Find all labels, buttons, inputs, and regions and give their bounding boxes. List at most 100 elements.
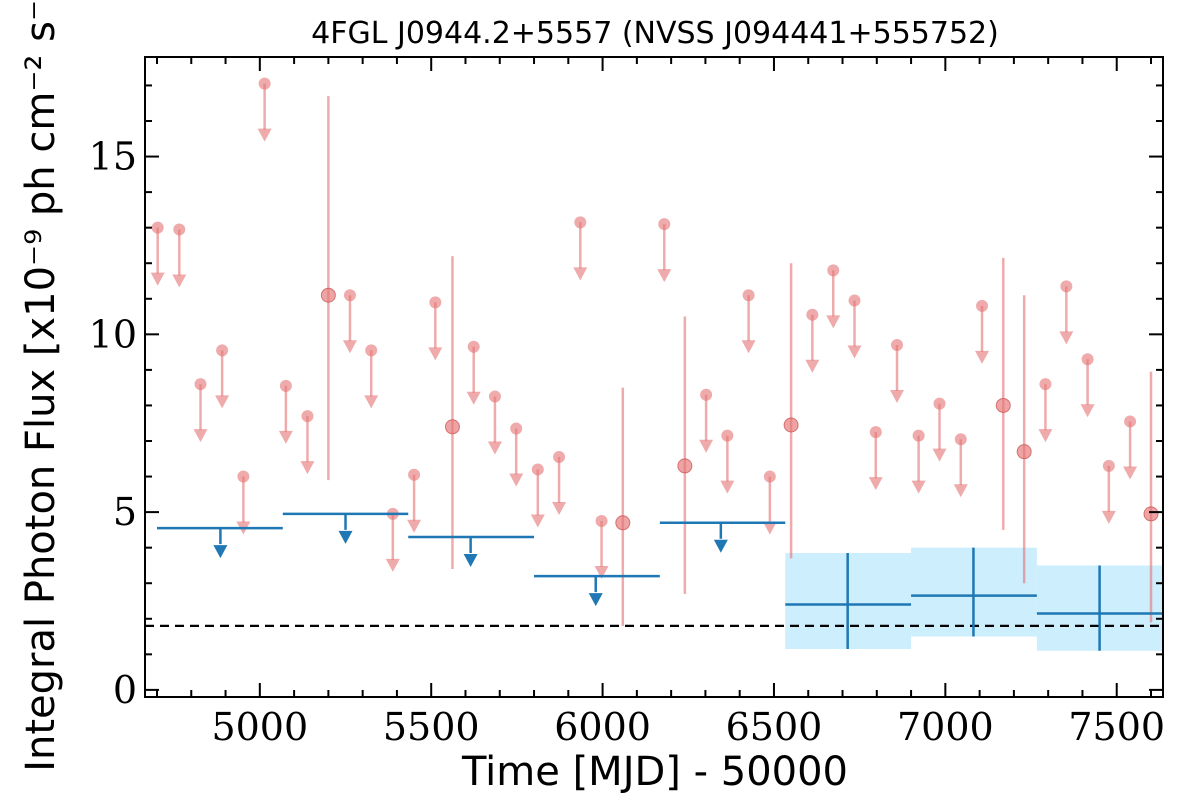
upper-limit-marker [1081, 353, 1094, 366]
upper-limit-arrowhead [172, 274, 187, 288]
short-bin-upper-limit-18 [573, 216, 588, 281]
upper-limit-arrowhead [890, 390, 905, 403]
upper-limit-marker [467, 340, 480, 353]
upper-limit-arrowhead [1101, 510, 1116, 524]
short-bin-upper-limit-20 [657, 218, 672, 283]
short-bin-upper-limit-26 [826, 264, 841, 329]
upper-limit-arrowhead [257, 128, 272, 142]
detection-marker [995, 397, 1011, 413]
long-bin-upper-limit-0 [156, 526, 283, 559]
upper-limit-arrowhead [193, 429, 208, 443]
upper-limit-arrowhead [713, 539, 728, 553]
long-bin-detection-0 [785, 553, 912, 649]
long-bin-upper-limit-4 [659, 521, 786, 553]
short-bin-upper-limit-24 [762, 470, 777, 535]
short-bin-detection-2 [615, 387, 631, 626]
short-bin-upper-limit-6 [278, 379, 293, 444]
short-bin-upper-limit-38 [1123, 415, 1138, 480]
upper-limit-arrowhead [594, 566, 609, 579]
upper-limit-marker [488, 390, 501, 403]
upper-limit-marker [173, 223, 186, 236]
upper-limit-marker [806, 308, 819, 321]
detection-marker [320, 287, 336, 303]
short-bin-detection-7 [1143, 371, 1159, 623]
upper-limit-marker [1102, 459, 1115, 472]
y-tick-label: 5 [113, 490, 137, 534]
upper-limit-marker [1124, 415, 1137, 428]
detection-marker [783, 417, 799, 433]
short-bin-upper-limit-28 [868, 426, 883, 491]
upper-limit-marker [258, 77, 271, 90]
upper-limit-marker [700, 388, 713, 401]
upper-limit-marker [279, 379, 292, 392]
upper-limit-arrowhead [364, 395, 379, 409]
y-axis-label: Integral Photon Flux [x10⁻⁹ ph cm⁻² s⁻¹] [18, 0, 64, 772]
upper-limit-marker [869, 426, 882, 439]
short-bin-upper-limit-37 [1101, 459, 1116, 524]
upper-limit-marker [510, 422, 523, 435]
short-bin-upper-limit-13 [466, 340, 481, 405]
short-bin-upper-limit-21 [699, 388, 714, 453]
short-bin-upper-limit-22 [720, 429, 735, 494]
long-bin-detection-1 [911, 547, 1037, 637]
upper-limit-arrowhead [573, 267, 588, 281]
axis-ticks [145, 57, 1163, 697]
upper-limit-arrowhead [953, 484, 968, 498]
short-bin-upper-limit-30 [911, 429, 926, 494]
short-bin-upper-limit-9 [364, 344, 379, 409]
upper-limit-arrowhead [1080, 404, 1095, 418]
x-axis-label: Time [MJD] - 50000 [461, 749, 848, 795]
upper-limit-marker [763, 470, 776, 483]
short-bin-upper-limit-31 [932, 397, 947, 462]
short-bin-upper-limit-7 [300, 410, 315, 475]
detection-marker [444, 419, 460, 435]
long-bin-upper-limit-2 [408, 535, 535, 567]
upper-limit-arrowhead [213, 545, 228, 559]
upper-limit-arrowhead [720, 480, 735, 494]
upper-limit-marker [553, 451, 566, 463]
x-tick-label: 7000 [897, 705, 994, 749]
upper-limit-arrowhead [975, 350, 990, 364]
upper-limit-marker [891, 339, 904, 351]
upper-limit-arrowhead [588, 593, 603, 607]
upper-limit-marker [408, 468, 421, 481]
x-tick-label: 5000 [211, 705, 308, 749]
upper-limit-arrowhead [215, 395, 230, 409]
upper-limit-marker [216, 344, 229, 357]
y-tick-label: 0 [113, 668, 137, 712]
upper-limit-arrowhead [487, 441, 502, 455]
x-tick-label: 7500 [1068, 705, 1165, 749]
upper-limit-marker [742, 289, 755, 302]
short-bin-upper-limit-10 [385, 507, 400, 572]
short-bin-upper-limit-12 [428, 296, 443, 361]
x-tick-label: 6500 [726, 705, 823, 749]
short-bin-upper-limit-23 [741, 289, 756, 354]
upper-limit-arrowhead [278, 430, 293, 444]
upper-limit-arrowhead [466, 391, 481, 405]
x-tick-label: 5500 [383, 705, 480, 749]
upper-limit-marker [343, 289, 356, 302]
upper-limit-arrowhead [1123, 466, 1138, 480]
upper-limit-arrowhead [1059, 331, 1074, 345]
short-bin-detection-0 [320, 96, 336, 481]
short-bin-upper-limit-32 [953, 433, 968, 498]
upper-limit-marker [365, 344, 378, 357]
upper-limit-marker [1060, 280, 1073, 293]
upper-limit-marker [194, 378, 207, 391]
short-bin-upper-limit-1 [172, 223, 187, 288]
upper-limit-marker [721, 429, 734, 442]
upper-limit-marker [827, 264, 840, 277]
short-bin-upper-limit-17 [552, 451, 567, 515]
upper-limit-arrowhead [657, 269, 672, 283]
x-tick-label: 6000 [554, 705, 651, 749]
short-bin-detection-1 [444, 256, 460, 569]
upper-limit-arrowhead [741, 340, 756, 354]
upper-limit-arrowhead [338, 530, 353, 544]
upper-limit-arrowhead [428, 347, 443, 361]
long-bin-detection-2 [1036, 565, 1163, 651]
short-bin-upper-limit-25 [805, 308, 820, 373]
upper-limit-marker [1039, 378, 1052, 391]
short-bin-detection-4 [783, 263, 799, 559]
short-bin-upper-limit-2 [193, 378, 208, 443]
